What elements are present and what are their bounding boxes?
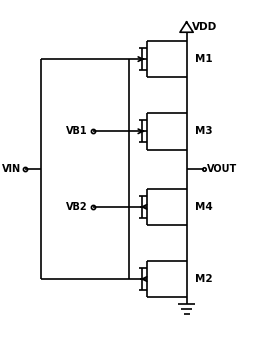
Text: VDD: VDD — [192, 22, 217, 32]
Text: M1: M1 — [195, 54, 212, 64]
Text: VB1: VB1 — [66, 126, 87, 136]
Text: VB2: VB2 — [66, 202, 87, 212]
Text: VOUT: VOUT — [206, 164, 237, 174]
Text: M3: M3 — [195, 126, 212, 136]
Text: M2: M2 — [195, 274, 212, 284]
Text: VIN: VIN — [2, 164, 21, 174]
Text: M4: M4 — [195, 202, 212, 212]
